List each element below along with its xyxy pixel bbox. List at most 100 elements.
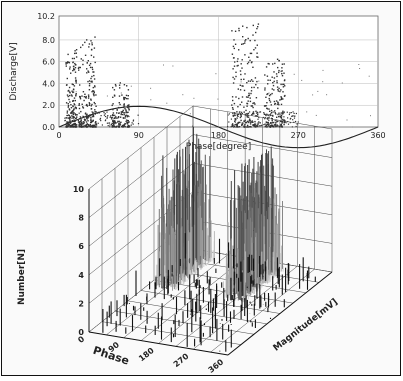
scatter-point [122,109,124,112]
scatter-point [93,47,96,49]
scatter-point [93,91,95,94]
scatter-point [67,90,69,92]
scatter-point [250,121,252,123]
scatter-point [274,124,276,126]
scatter-point [80,123,82,125]
scatter-point [73,67,75,70]
scatter-point [88,80,91,82]
scatter-point [108,122,111,124]
scatter-point [268,114,270,116]
scatter-point [289,118,291,120]
scatter-point [256,113,258,114]
scatter-point [243,89,246,92]
scatter-point [124,126,126,128]
scatter-point [76,114,78,116]
scatter-point [76,116,78,118]
scatter-point [246,115,248,117]
scatter-point [81,121,83,123]
scatter-point [75,49,78,51]
scatter-point [252,24,254,27]
scatter-point [70,112,72,114]
scatter-point [120,113,122,115]
scatter-point [266,93,268,96]
scatter-point [189,113,191,115]
scatter-point [234,61,236,63]
scatter-point [243,120,246,122]
chart3d-axes [88,189,333,356]
scatter-point [264,118,266,120]
scatter-point [253,102,255,104]
scatter-point [112,122,115,124]
scatter-point [93,71,95,73]
scatter-point [114,123,116,125]
scatter-point [249,119,251,122]
scatter-point [106,116,108,118]
scatter-point [89,125,91,128]
scatter-point [90,98,92,100]
scatter-point [268,97,270,100]
scatter-point [65,62,67,64]
scatter-point [84,125,86,127]
scatter-point [69,124,71,127]
z-tick-label: 0 [78,328,84,337]
scatter-point [232,114,234,116]
scatter-point [71,117,73,119]
floor-grid-line [114,311,255,335]
scatter-point [163,64,164,66]
scatter-point [79,98,82,100]
y-tick-label: 10.2 [37,12,55,21]
scatter-point [73,126,76,128]
scatter-point [113,126,115,128]
scatter-point [90,105,92,107]
scatter-point [233,39,235,41]
scatter-point [70,107,73,109]
scatter-point [125,114,127,117]
scatter-point [84,118,86,120]
scatter-point [267,79,269,81]
scatter-point [279,120,282,122]
scatter-point [83,121,85,124]
scatter-point [84,54,87,56]
scatter-point [69,119,71,121]
scatter-point [100,120,102,122]
scatter-point [75,94,77,96]
scatter-point [122,106,125,109]
scatter-point [257,118,259,120]
scatter-point [94,126,96,128]
scatter-point [116,109,118,111]
scatter-point [126,85,128,87]
scatter-point [233,47,235,50]
scatter-point [78,123,80,125]
scatter-point [87,70,89,72]
scatter-point [295,125,297,128]
scatter-point [259,125,261,127]
scatter-point [90,49,93,51]
scatter-point [247,37,249,40]
scatter-point [236,124,238,126]
scatter-point [72,111,74,113]
scatter-point [232,108,234,110]
scatter-point [264,74,266,76]
scatter-point [87,117,89,119]
scatter-point [130,85,132,87]
scatter-point [120,92,122,94]
scatter-point [88,104,91,106]
scatter-point [254,120,256,123]
scatter-point [68,121,70,123]
scatter-point [285,122,287,124]
scatter-point [260,125,262,127]
scatter-point [263,112,265,114]
scatter-point [90,120,92,122]
scatter-point [270,104,272,106]
scatter-point [86,119,88,121]
scatter-point [352,126,354,128]
scatter-point [234,124,236,126]
scatter-point [123,98,125,101]
scatter-point [127,95,129,97]
scatter-point [254,39,256,42]
scatter-point [264,87,266,89]
scatter-point [256,125,258,127]
scatter-point [269,93,272,96]
scatter-point [124,108,126,110]
scatter-point [112,121,114,123]
